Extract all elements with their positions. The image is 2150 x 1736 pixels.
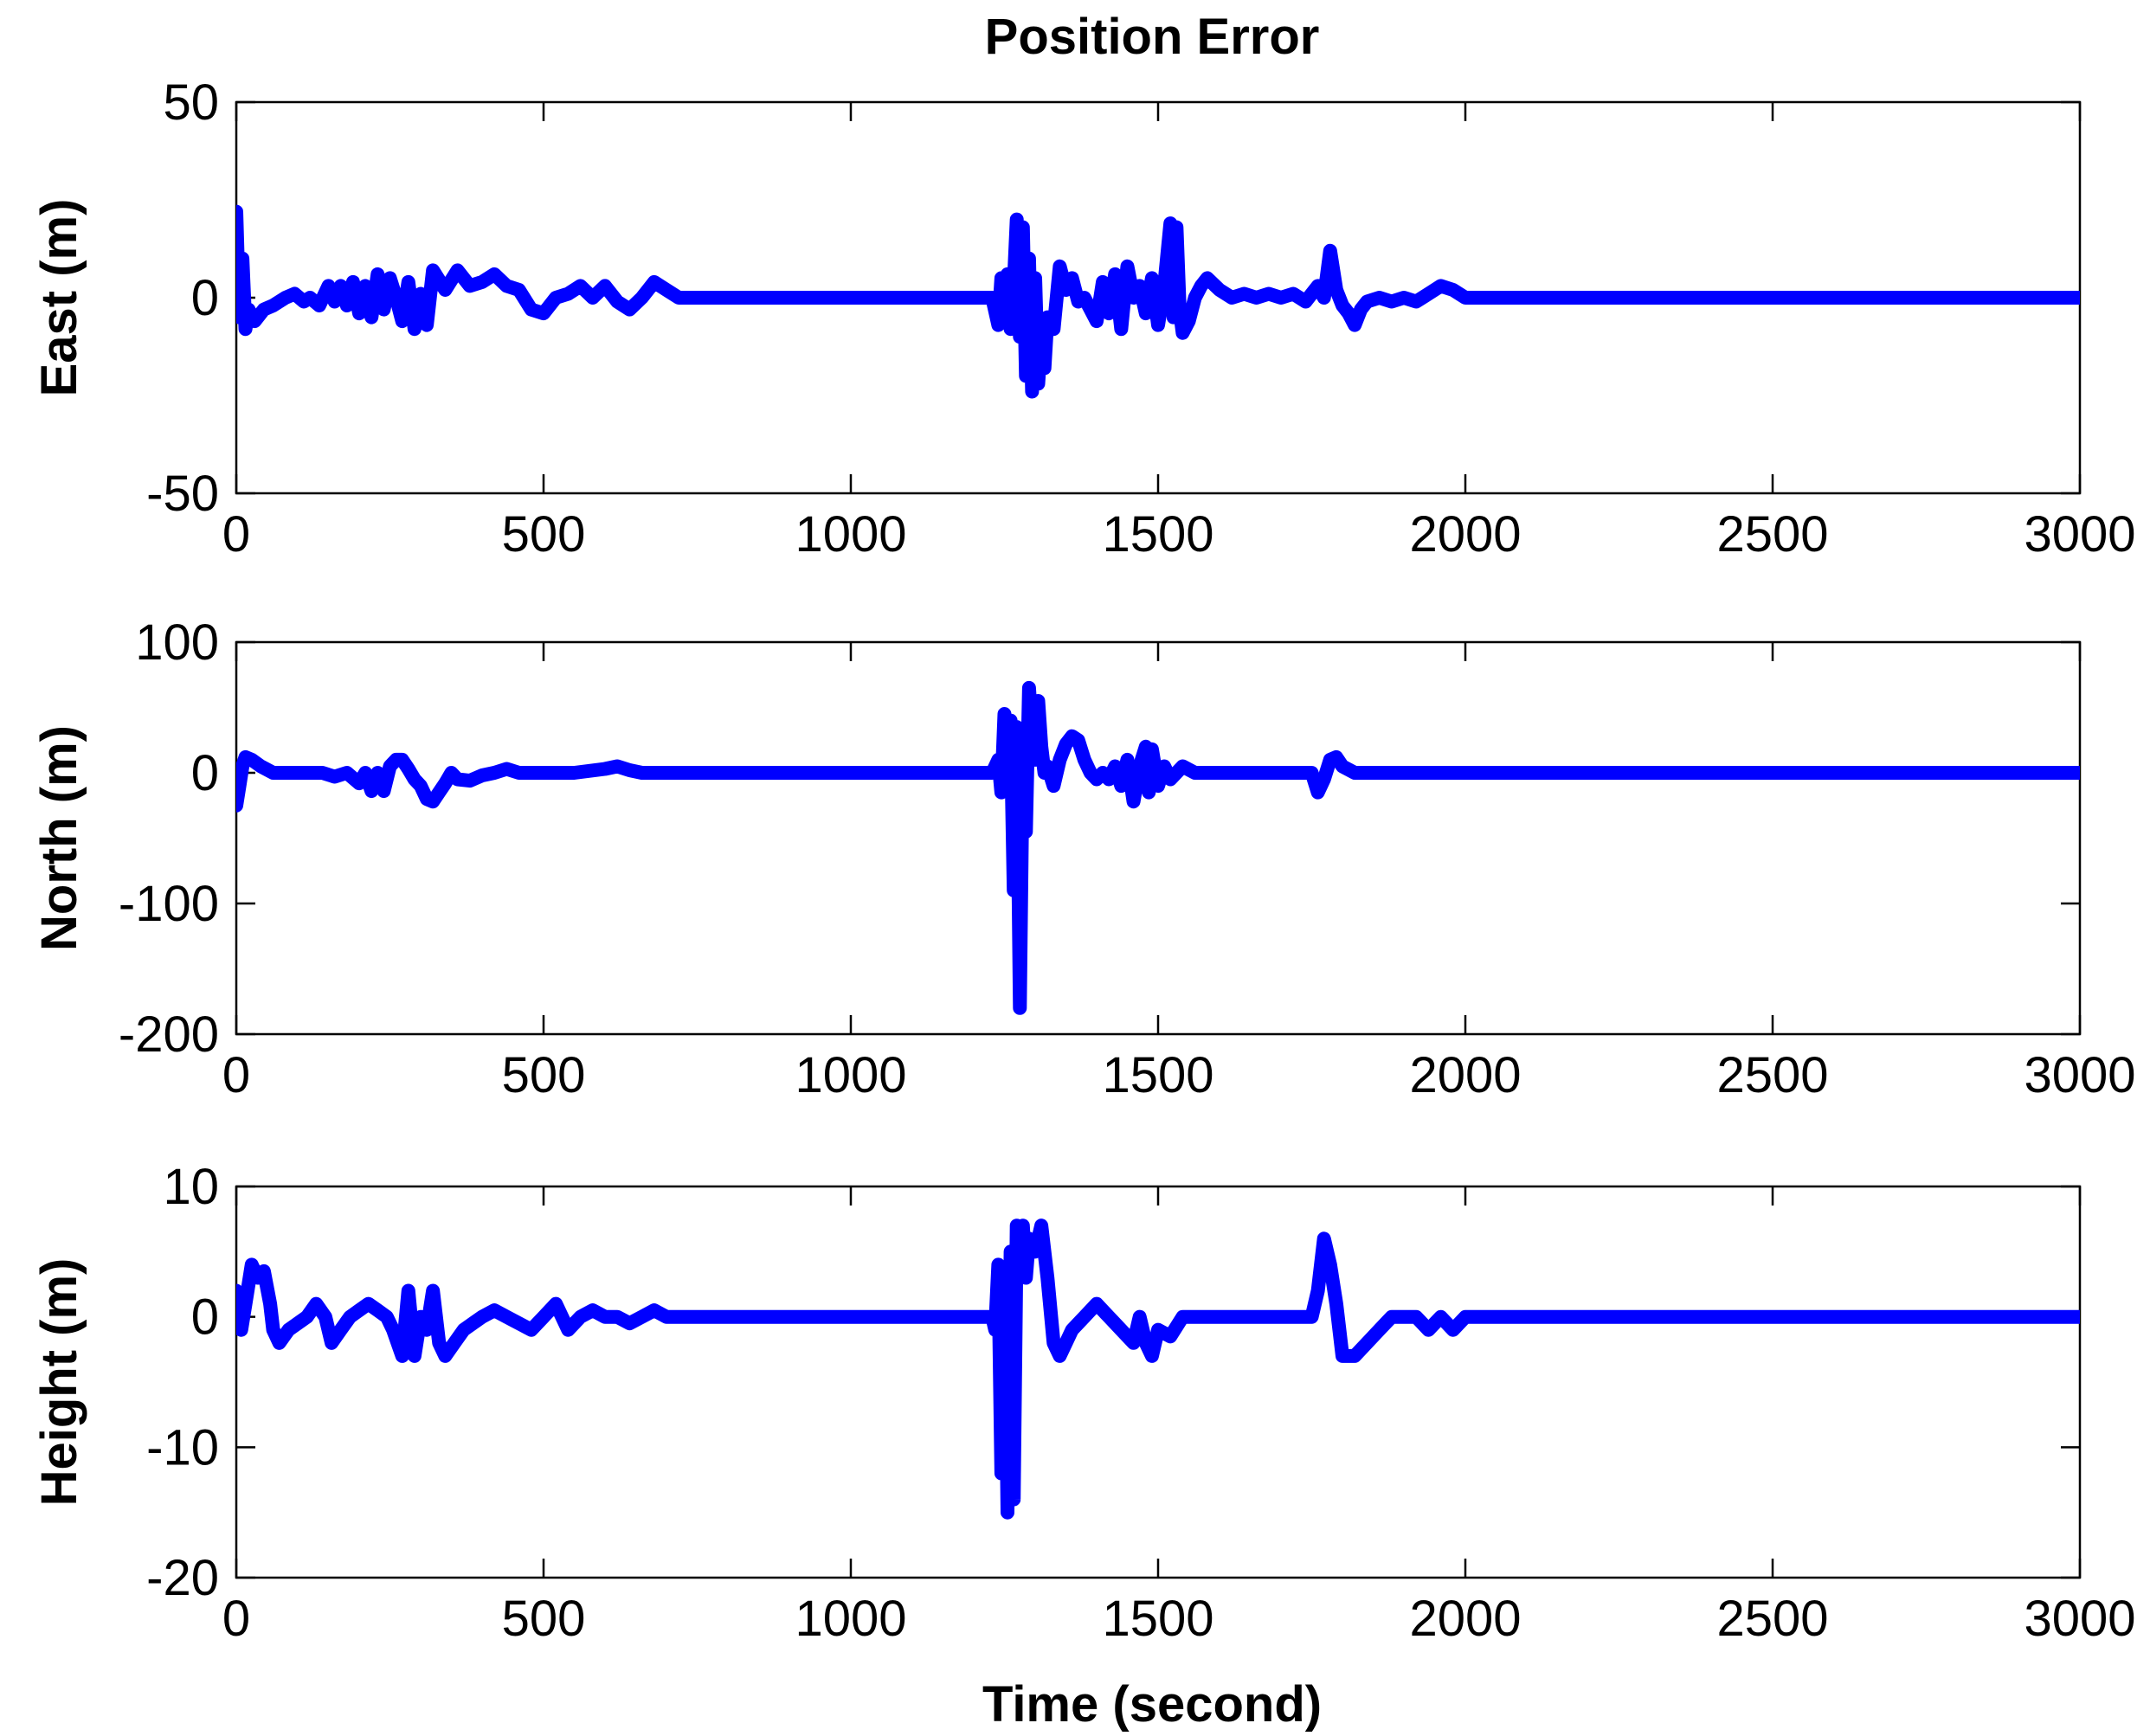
north-xtick-label-2000: 2000 <box>1409 1047 1521 1103</box>
height-ytick-label--20: -20 <box>146 1550 219 1606</box>
north-ytick-label--100: -100 <box>119 876 219 932</box>
east-xtick-label-3000: 3000 <box>2024 506 2135 563</box>
x-axis-label: Time (second) <box>982 1676 1322 1733</box>
north-ytick-label--200: -200 <box>119 1006 219 1063</box>
north-ytick-label-0: 0 <box>191 745 219 801</box>
north-xtick-label-500: 500 <box>502 1047 586 1103</box>
east-xtick-label-1000: 1000 <box>795 506 906 563</box>
height-xtick-label-500: 500 <box>502 1591 586 1647</box>
height-ytick-label-10: 10 <box>163 1159 219 1215</box>
east-series-line-0 <box>236 204 2080 399</box>
north-ytick-label-100: 100 <box>135 614 219 671</box>
height-subplot: 0 500 1000 1500 2000 2500 3000 -20 -10 0 10 Height … <box>31 1159 2136 1647</box>
height-xtick-label-3000: 3000 <box>2024 1591 2135 1647</box>
east-ytick-label-0: 0 <box>191 270 219 326</box>
north-series-line-0 <box>236 680 2080 1015</box>
east-xtick-label-0: 0 <box>222 506 250 563</box>
north-xtick-label-2500: 2500 <box>1716 1047 1828 1103</box>
north-xtick-label-3000: 3000 <box>2024 1047 2135 1103</box>
north-y-axis-label: North (m) <box>31 725 87 951</box>
east-xtick-label-2000: 2000 <box>1409 506 1521 563</box>
east-ytick-label-50: 50 <box>163 74 219 131</box>
height-xtick-label-2500: 2500 <box>1716 1591 1828 1647</box>
height-xtick-label-0: 0 <box>222 1591 250 1647</box>
north-subplot: 0 500 1000 1500 2000 2500 3000 -200 -100 0 100 Nort… <box>31 614 2136 1103</box>
north-axes-frame <box>235 640 2082 1036</box>
east-ytick-label--50: -50 <box>146 466 219 522</box>
height-series-line-0 <box>236 1218 2080 1520</box>
north-xtick-label-1500: 1500 <box>1102 1047 1213 1103</box>
height-ytick-label-0: 0 <box>191 1289 219 1346</box>
east-xtick-label-2500: 2500 <box>1716 506 1828 563</box>
north-xtick-label-1000: 1000 <box>795 1047 906 1103</box>
figure-title: Position Error <box>985 9 1320 65</box>
east-xtick-label-1500: 1500 <box>1102 506 1213 563</box>
height-xtick-label-2000: 2000 <box>1409 1591 1521 1647</box>
height-axes-frame <box>235 1185 2082 1579</box>
east-xtick-label-500: 500 <box>502 506 586 563</box>
east-y-axis-label: East (m) <box>31 199 87 397</box>
height-ytick-label--10: -10 <box>146 1419 219 1476</box>
height-xtick-label-1000: 1000 <box>795 1591 906 1647</box>
height-y-axis-label: Height (m) <box>31 1258 87 1507</box>
height-xtick-label-1500: 1500 <box>1102 1591 1213 1647</box>
north-xtick-label-0: 0 <box>222 1047 250 1103</box>
